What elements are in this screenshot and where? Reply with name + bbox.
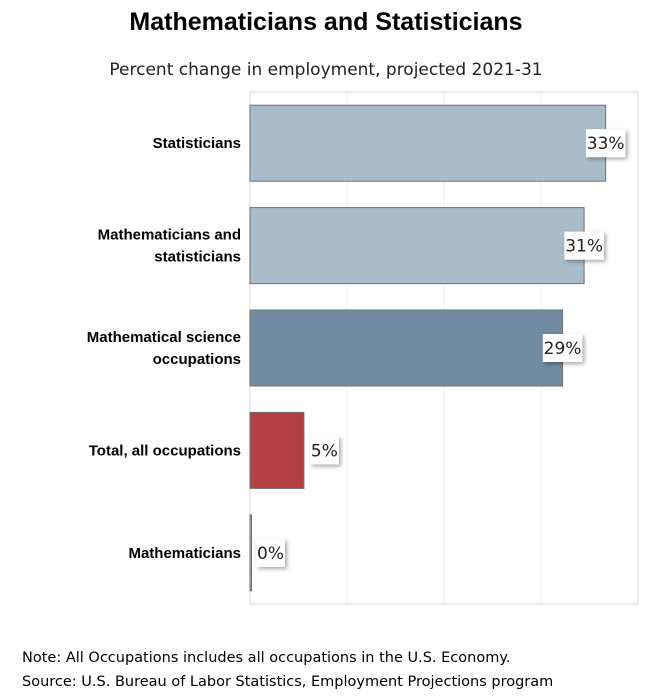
value-label-box <box>542 334 583 362</box>
value-label: 33% <box>587 134 625 154</box>
bar <box>249 309 564 387</box>
value-label: 0% <box>257 544 284 564</box>
category-label: Mathematicians and <box>98 227 241 244</box>
value-label: 29% <box>544 339 582 359</box>
chart-note: Note: All Occupations includes all occup… <box>22 650 511 666</box>
category-label: Mathematical science <box>87 329 241 346</box>
value-label-box <box>256 538 285 567</box>
chart-subtitle: Percent change in employment, projected … <box>109 60 543 80</box>
bar <box>249 104 607 182</box>
category-label: Mathematicians <box>128 545 241 562</box>
value-label: 5% <box>311 441 338 461</box>
category-label: Statisticians <box>153 135 241 152</box>
category-label: statisticians <box>154 249 241 266</box>
value-label-box <box>564 231 604 260</box>
bar <box>249 411 305 489</box>
value-label-box <box>309 436 339 465</box>
chart-source: Source: U.S. Bureau of Labor Statistics,… <box>22 674 554 690</box>
value-label-box <box>585 129 626 158</box>
chart-title: Mathematicians and Statisticians <box>129 8 523 36</box>
category-label: occupations <box>153 351 241 368</box>
bar <box>249 514 252 592</box>
category-label: Total, all occupations <box>89 442 241 459</box>
bar <box>249 207 585 285</box>
bar-chart: Statisticians 33% Mathematicians and statis… <box>87 91 639 605</box>
value-label: 31% <box>565 237 603 257</box>
